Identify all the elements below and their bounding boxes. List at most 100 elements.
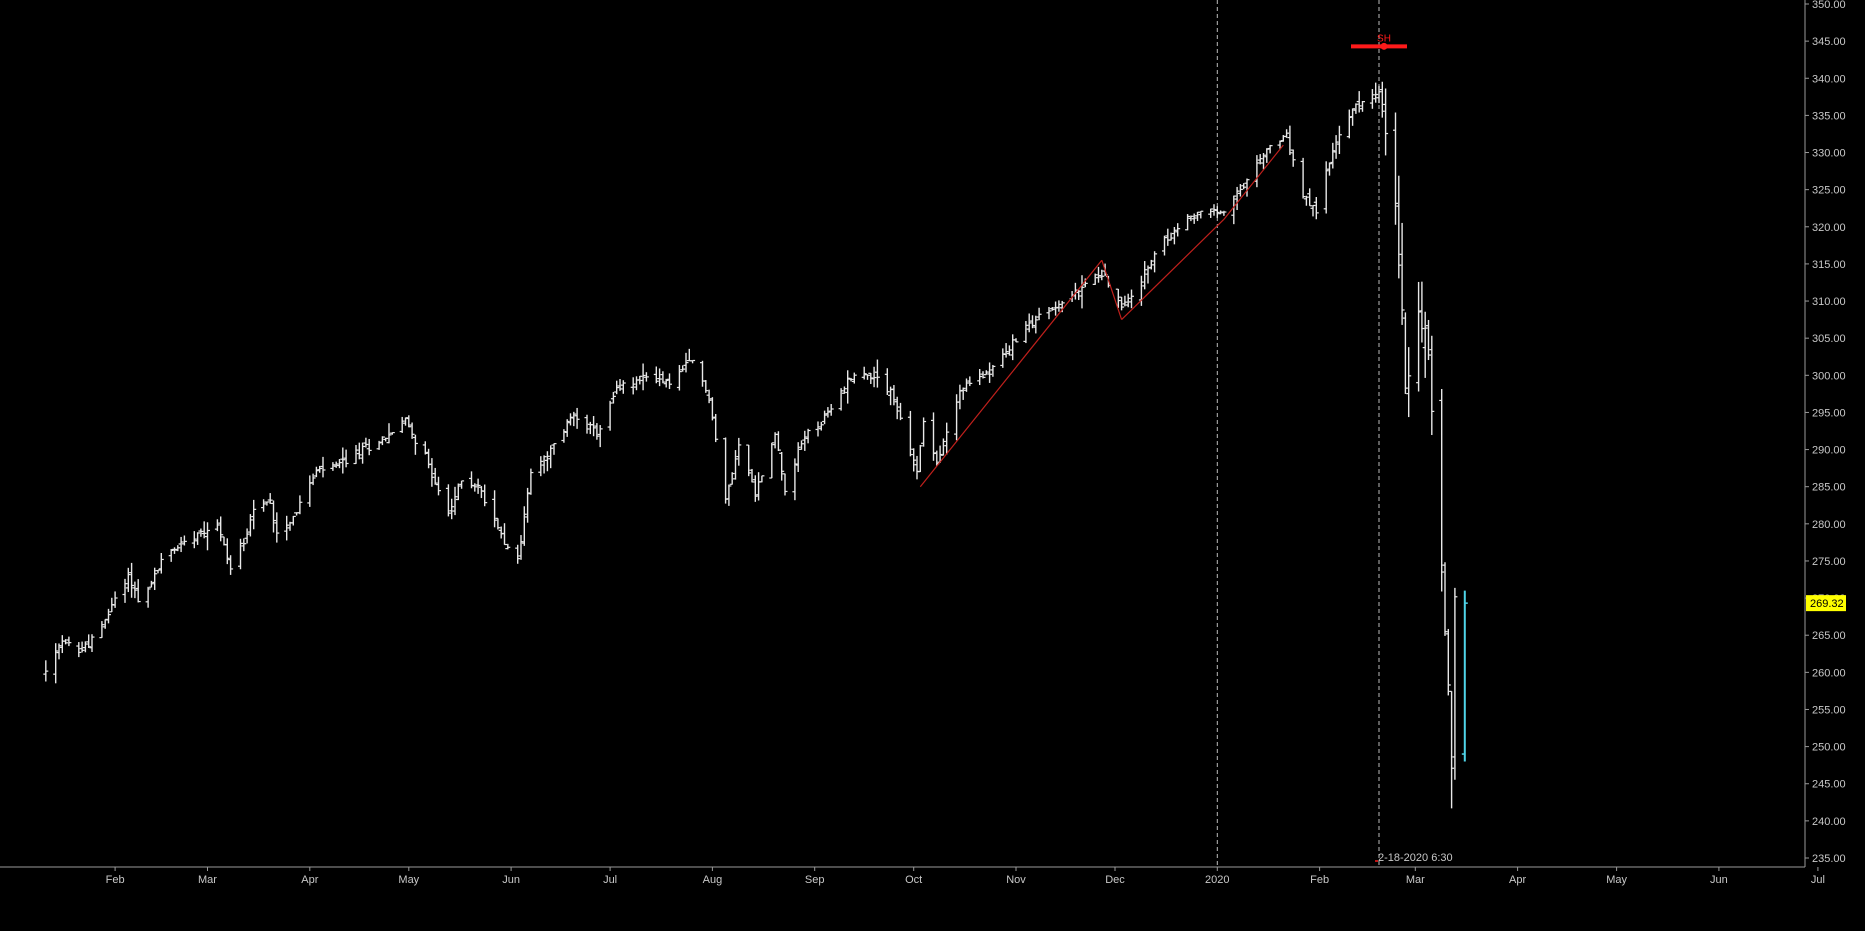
ohlc-bar[interactable] (1023, 321, 1029, 344)
ohlc-bar[interactable] (495, 517, 501, 530)
ohlc-bar[interactable] (1369, 89, 1375, 109)
ohlc-bar[interactable] (178, 536, 184, 553)
ohlc-bar[interactable] (515, 544, 521, 564)
ohlc-bar[interactable] (492, 490, 498, 528)
ohlc-bar[interactable] (825, 407, 831, 418)
ohlc-bar[interactable] (1006, 345, 1012, 356)
ohlc-bar[interactable] (1383, 88, 1389, 156)
ohlc-bar[interactable] (452, 486, 458, 516)
trendline-layer[interactable] (919, 144, 1284, 488)
ohlc-bar[interactable] (379, 436, 385, 446)
ohlc-bar[interactable] (1439, 389, 1445, 592)
ohlc-bar[interactable] (703, 380, 709, 393)
ohlc-bar[interactable] (643, 372, 649, 382)
ohlc-bar[interactable] (967, 376, 973, 387)
ohlc-bar[interactable] (551, 443, 557, 455)
ohlc-bar[interactable] (201, 521, 207, 539)
ohlc-bar[interactable] (1416, 281, 1422, 392)
ohlc-bar[interactable] (449, 498, 455, 520)
ohlc-bar[interactable] (709, 397, 715, 421)
ohlc-bar[interactable] (607, 400, 613, 431)
ohlc-bar[interactable] (241, 538, 247, 552)
ohlc-bar[interactable] (1419, 281, 1425, 343)
ohlc-bar[interactable] (330, 462, 336, 471)
ohlc-bar[interactable] (653, 366, 659, 384)
ohlc-bar[interactable] (148, 580, 154, 588)
ohlc-bar[interactable] (228, 555, 234, 575)
ohlc-bar[interactable] (399, 416, 405, 433)
ohlc-bar[interactable] (1452, 587, 1458, 780)
ohlc-bar[interactable] (1221, 210, 1227, 216)
ohlc-bar[interactable] (152, 567, 158, 591)
peak-marker-dot[interactable] (1380, 42, 1388, 50)
ohlc-bar[interactable] (261, 499, 267, 512)
ohlc-bar[interactable] (432, 467, 438, 485)
ohlc-bar[interactable] (274, 512, 280, 543)
ohlc-bar[interactable] (630, 377, 636, 395)
ohlc-bar[interactable] (409, 422, 415, 439)
ohlc-bar[interactable] (1198, 210, 1204, 219)
ohlc-bar[interactable] (505, 543, 511, 550)
ohlc-bar[interactable] (247, 514, 253, 537)
ohlc-bar[interactable] (86, 634, 92, 648)
ohlc-bar[interactable] (548, 445, 554, 469)
trendline[interactable] (1101, 260, 1123, 320)
ohlc-bar[interactable] (172, 547, 177, 554)
ohlc-bar[interactable] (360, 442, 366, 464)
ohlc-bar[interactable] (191, 531, 197, 549)
ohlc-bar[interactable] (63, 639, 69, 645)
ohlc-bar[interactable] (76, 642, 82, 658)
ohlc-bar[interactable] (403, 417, 408, 426)
ohlc-bar[interactable] (1234, 186, 1240, 211)
ohlc-bar[interactable] (106, 608, 111, 624)
ohlc-bar[interactable] (1290, 149, 1296, 167)
ohlc-bar[interactable] (340, 447, 346, 474)
ohlc-bar[interactable] (1336, 125, 1342, 155)
ohlc-bar[interactable] (746, 444, 752, 477)
ohlc-bar[interactable] (82, 641, 88, 653)
ohlc-bar[interactable] (841, 386, 847, 394)
ohlc-bar[interactable] (366, 438, 372, 456)
ohlc-bar[interactable] (1142, 261, 1148, 290)
ohlc-bar[interactable] (726, 484, 732, 506)
ohlc-bar[interactable] (713, 413, 719, 443)
ohlc-bar[interactable] (663, 378, 669, 388)
ohlc-bar[interactable] (436, 476, 441, 496)
ohlc-bar[interactable] (343, 449, 349, 468)
ohlc-bar[interactable] (865, 374, 870, 380)
ohlc-bar[interactable] (205, 522, 210, 551)
ohlc-bar[interactable] (1379, 81, 1385, 118)
ohlc-bar[interactable] (775, 431, 781, 452)
ohlc-bar[interactable] (175, 545, 181, 552)
ohlc-bar[interactable] (610, 391, 616, 404)
ohlc-bar[interactable] (960, 387, 966, 400)
ohlc-bar[interactable] (1261, 152, 1266, 170)
ohlc-bar[interactable] (251, 499, 257, 530)
ohlc-bar[interactable] (528, 468, 534, 495)
ohlc-bar[interactable] (990, 364, 996, 377)
ohlc-bar[interactable] (1449, 690, 1455, 809)
ohlc-bar[interactable] (917, 444, 923, 473)
ohlc-bar[interactable] (320, 456, 326, 478)
ohlc-bar[interactable] (1218, 210, 1224, 215)
ohlc-bar[interactable] (297, 495, 303, 515)
ohlc-bar[interactable] (1313, 196, 1319, 220)
ohlc-bar[interactable] (1376, 85, 1382, 104)
ohlc-bar[interactable] (271, 500, 276, 533)
ohlc-bar[interactable] (911, 448, 917, 472)
ohlc-bar[interactable] (564, 419, 570, 437)
ohlc-bar[interactable] (1406, 347, 1412, 418)
ohlc-bar[interactable] (891, 385, 897, 406)
ohlc-bar[interactable] (1353, 103, 1359, 114)
ohlc-bar[interactable] (313, 466, 319, 478)
ohlc-bar[interactable] (1373, 82, 1379, 103)
ohlc-bar[interactable] (1346, 109, 1352, 139)
ohlc-bar[interactable] (1231, 195, 1237, 225)
ohlc-bar[interactable] (125, 567, 131, 593)
ohlc-bar[interactable] (1162, 235, 1167, 256)
ohlc-bar[interactable] (244, 528, 250, 544)
ohlc-bar[interactable] (1049, 307, 1055, 311)
ohlc-bar[interactable] (1003, 343, 1009, 358)
ohlc-bar[interactable] (1426, 319, 1431, 361)
ohlc-bar[interactable] (1284, 129, 1290, 138)
